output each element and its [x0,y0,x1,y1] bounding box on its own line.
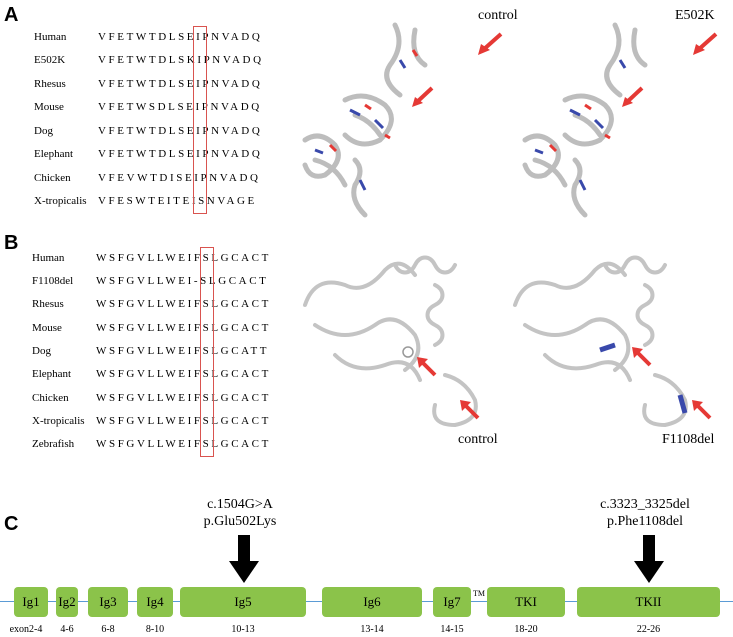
species-label: F1108del [32,275,74,287]
species-label: Rhesus [32,298,64,310]
red-arrow-icon [478,32,503,55]
species-label: Elephant [34,148,74,160]
domain-ig4: Ig4 [137,587,173,617]
panel-c-label: C [4,513,19,535]
species-label: X-tropicalis [34,195,87,207]
sequence-row: WSFGVLLWEIFSLGCACT [96,368,271,380]
domain-ig6: Ig6 [322,587,422,617]
exon-label: 4-6 [60,624,74,635]
sequence-row: VFETWTDLSEIPNVADQ [98,148,263,160]
protein-structure-f1108del-b [513,255,688,428]
species-label: Elephant [32,368,72,380]
exon-label: 22-26 [636,624,661,635]
domain-ig5: Ig5 [180,587,306,617]
sequence-row: WSFGVLLWEIFSLGCACT [96,298,271,310]
protein-structure-e502k-a [522,22,648,218]
red-arrow-icon [693,32,718,55]
structure-label-control-a: control [478,8,518,23]
panel-a-label: A [4,4,19,26]
species-label: Human [34,31,67,43]
sequence-row: VFETWSDLSEIPNVADQ [98,101,262,113]
sequence-row: VFESWTEITEISNVAGE [98,195,257,207]
sequence-row: WSFGVLLWEIFSLGCACT [96,438,271,450]
sequence-row: VFETWTDLSKIPNVADQ [98,54,264,66]
structure-label-control-b: control [458,432,498,447]
red-arrow-icon [417,357,437,377]
exon-label: 18-20 [514,624,538,635]
species-label: Rhesus [34,78,66,90]
black-arrow-icon [229,535,259,583]
domain-ig7: Ig7 [433,587,471,617]
sequence-row: WSFGVLLWEIFSLGCACT [96,252,271,264]
tm-label: TM [473,589,485,598]
sequence-row: WSFGVLLWEI-SLGCACT [96,275,269,287]
sequence-row: WSFGVLLWEIFSLGCACT [96,322,271,334]
species-label: Human [32,252,65,264]
sequence-row: WSFGVLLWEIFSLGCACT [96,392,271,404]
species-label: Mouse [32,322,62,334]
exon-label: 13-14 [360,624,384,635]
species-label: X-tropicalis [32,415,85,427]
domain-tkii: TKII [577,587,720,617]
species-label: Mouse [34,101,64,113]
exon-label: 8-10 [145,624,165,635]
species-label: Dog [32,345,51,357]
species-label: E502K [34,54,66,66]
exon-label: 6-8 [101,624,115,635]
structure-label-f1108del: F1108del [662,432,715,447]
species-label: Zebrafish [32,438,75,450]
mutation-1-protein: p.Glu502Lys [203,514,277,529]
sequence-row: VFETWTDLSEIPNVADQ [98,78,263,90]
alignment-highlight-box [200,247,214,457]
exon-label: 10-13 [231,624,255,635]
black-arrow-icon [634,535,664,583]
domain-ig2: Ig2 [56,587,78,617]
sequence-row: VFEVWTDISEIPNVADQ [98,172,261,184]
species-label: Dog [34,125,53,137]
domain-ig1: Ig1 [14,587,48,617]
exon-label: exon2-4 [9,624,43,635]
exon-label: 14-15 [440,624,464,635]
structure-label-e502k: E502K [675,8,715,23]
protein-structure-control-b [303,255,478,428]
red-arrow-icon [460,400,480,420]
protein-structure-control-a [302,22,428,218]
mutation-2-protein: p.Phe1108del [606,514,684,529]
sequence-row: VFETWTDLSEIPNVADQ [98,125,263,137]
species-label: Chicken [32,392,69,404]
red-arrow-icon [632,347,652,367]
red-arrow-icon [692,400,712,420]
mutation-1-label: c.1504G>A p.Glu502Lys [185,496,295,530]
mutation-2-cdna: c.3323_3325del [600,497,690,512]
red-arrow-icon [412,86,434,107]
sequence-row: VFETWTDLSEIPNVADQ [98,31,263,43]
mutation-2-label: c.3323_3325del p.Phe1108del [580,496,710,530]
species-label: Chicken [34,172,71,184]
sequence-row: WSFGVLLWEIFSLGCATT [96,345,270,357]
domain-ig3: Ig3 [88,587,128,617]
alignment-highlight-box [193,26,207,214]
domain-tki: TKI [487,587,565,617]
mutation-1-cdna: c.1504G>A [207,497,273,512]
red-arrow-icon [622,86,644,107]
panel-b-label: B [4,232,19,254]
sequence-row: WSFGVLLWEIFSLGCACT [96,415,271,427]
